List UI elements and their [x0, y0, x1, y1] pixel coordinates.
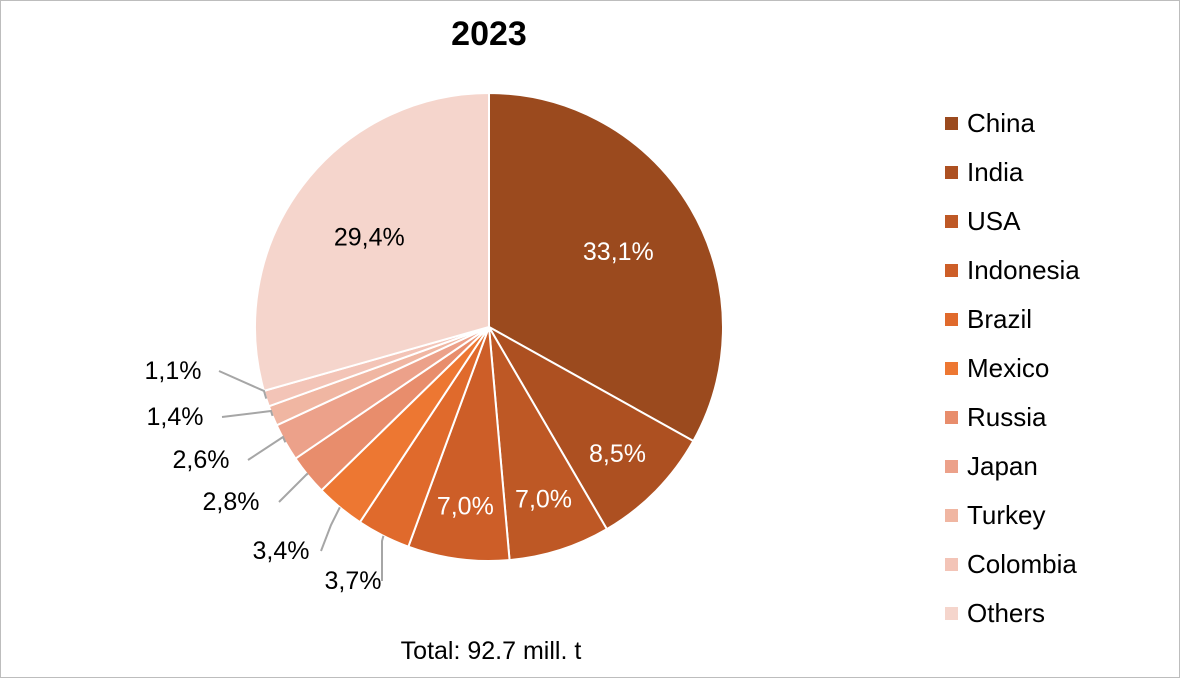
- legend-swatch: [945, 166, 958, 179]
- pie-slice-usa: [488, 326, 609, 562]
- legend-label: India: [967, 157, 1024, 187]
- legend-item-usa: USA: [945, 197, 1080, 246]
- legend-label: China: [967, 108, 1035, 138]
- data-label-russia: 2,8%: [203, 488, 260, 516]
- legend-item-china: China: [945, 99, 1080, 148]
- chart-footer: Total: 92.7 mill. t: [400, 637, 582, 665]
- leader-line-brazil: [381, 535, 385, 581]
- legend-item-others: Others: [945, 589, 1080, 638]
- pie-slice-others: [254, 91, 490, 393]
- data-labels: 33,1% 8,5% 7,0% 7,0% 3,7% 3,4% 2,8% 2,6% 1,4% 1,1…: [145, 224, 654, 595]
- data-label-usa: 7,0%: [515, 486, 572, 514]
- legend: China India USA Indonesia Brazil Mexico Russia…: [945, 99, 1080, 638]
- leader-line-russia: [278, 472, 309, 503]
- data-label-japan: 2,6%: [173, 446, 230, 474]
- legend-item-india: India: [945, 148, 1080, 197]
- legend-item-indonesia: Indonesia: [945, 246, 1080, 295]
- legend-label: Mexico: [967, 353, 1050, 383]
- data-label-mexico: 3,4%: [253, 537, 310, 565]
- legend-item-brazil: Brazil: [945, 295, 1080, 344]
- legend-swatch: [945, 509, 958, 522]
- data-label-china: 33,1%: [583, 238, 654, 266]
- legend-swatch: [945, 117, 958, 130]
- legend-swatch: [945, 558, 958, 571]
- legend-swatch: [945, 264, 958, 277]
- legend-swatch: [945, 607, 958, 620]
- legend-label: Others: [967, 598, 1046, 628]
- chart-title: 2023: [451, 15, 527, 53]
- legend-item-turkey: Turkey: [945, 491, 1080, 540]
- pie-slice-china: [488, 91, 724, 443]
- pie-slice-indonesia: [407, 326, 511, 562]
- leader-line-turkey: [221, 409, 274, 418]
- legend-swatch: [945, 460, 958, 473]
- legend-swatch: [945, 313, 958, 326]
- legend-item-russia: Russia: [945, 393, 1080, 442]
- leader-lines: [218, 370, 385, 581]
- legend-label: Japan: [967, 451, 1038, 481]
- leader-line-colombia: [218, 370, 268, 399]
- data-label-colombia: 1,1%: [145, 357, 202, 385]
- legend-label: Indonesia: [967, 255, 1080, 285]
- legend-label: Brazil: [967, 304, 1033, 334]
- data-label-turkey: 1,4%: [147, 403, 204, 431]
- legend-swatch: [945, 215, 958, 228]
- legend-swatch: [945, 362, 958, 375]
- legend-label: USA: [967, 206, 1021, 236]
- legend-item-mexico: Mexico: [945, 344, 1080, 393]
- legend-label: Colombia: [967, 549, 1077, 579]
- legend-label: Russia: [967, 402, 1047, 432]
- data-label-india: 8,5%: [589, 440, 646, 468]
- leader-line-japan: [247, 435, 287, 461]
- data-label-brazil: 3,7%: [325, 567, 382, 595]
- legend-item-japan: Japan: [945, 442, 1080, 491]
- legend-swatch: [945, 411, 958, 424]
- pie-slices: [254, 91, 724, 562]
- data-label-indonesia: 7,0%: [437, 492, 494, 520]
- legend-label: Turkey: [967, 500, 1046, 530]
- data-label-others: 29,4%: [334, 224, 405, 252]
- pie-slice-india: [486, 324, 695, 531]
- legend-item-colombia: Colombia: [945, 540, 1080, 589]
- leader-line-mexico: [320, 506, 341, 552]
